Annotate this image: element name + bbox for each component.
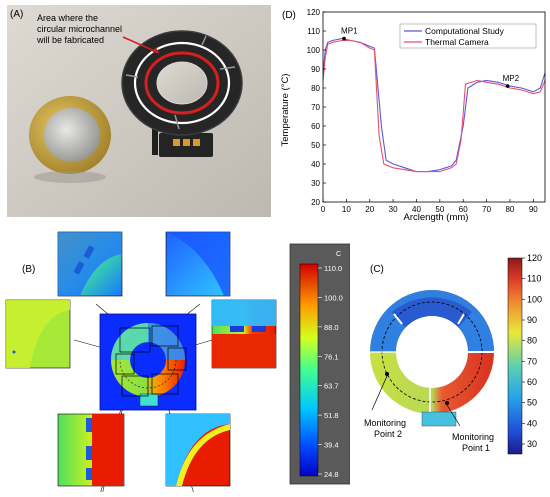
zoom-inset-bottom-left: [57, 413, 125, 487]
y-tick-label: 70: [311, 103, 320, 112]
panel-b: (B): [0, 228, 351, 497]
y-tick-label: 20: [311, 198, 320, 207]
x-tick-label: 40: [412, 205, 421, 214]
colorbar-b-tick-label: 51.8: [324, 411, 339, 420]
x-tick-label: 80: [505, 205, 514, 214]
x-tick-label: 90: [529, 205, 538, 214]
panel-d: (D) MP1 MP2 0 10 20 30 40 50 60 70 80 90 20 30 40 50 60…: [278, 0, 550, 228]
panel-a-annotation: Area where the circular microchannel wil…: [36, 13, 125, 45]
y-tick-label: 50: [311, 141, 320, 150]
temperature-chart: (D) MP1 MP2 0 10 20 30 40 50 60 70 80 90 20 30 40 50 60…: [280, 8, 546, 223]
x-tick-label: 0: [321, 205, 326, 214]
zoom-inset-top-right: [165, 231, 231, 297]
legend: Computational Study Thermal Camera: [399, 23, 537, 49]
colorbar-c-tick-label: 100: [527, 294, 542, 304]
colorbar-b: C 110.0 100.0 88.0 76.1 63.7 51.8 39.4 24.8: [289, 243, 351, 485]
y-tick-label: 90: [311, 65, 320, 74]
annotation-point: [505, 84, 510, 88]
legend-label-thermal: Thermal Camera: [425, 37, 489, 47]
y-tick-label: 120: [307, 8, 321, 17]
colorbar-b-tick-label: 39.4: [324, 441, 339, 450]
panel-a-label: (A): [10, 9, 23, 20]
x-tick-label: 60: [459, 205, 468, 214]
monitoring-point-2-label: Monitoring Point 2: [364, 418, 409, 439]
x-axis-label: Arclength (mm): [404, 212, 469, 223]
panel-a: (A) Area where the circular microchannel…: [7, 5, 271, 217]
colorbar-b-tick-label: 63.7: [324, 382, 339, 391]
center-board: [99, 313, 197, 411]
annotation-point: [342, 36, 346, 41]
zoom-inset-top-left: [57, 231, 123, 297]
x-tick-label: 50: [435, 205, 444, 214]
colorbar-b-tick-label: 24.8: [324, 470, 339, 479]
panel-c-label: (C): [370, 264, 384, 275]
zoom-inset-left: [5, 299, 71, 369]
monitoring-point-1-label: Monitoring Point 1: [452, 432, 497, 453]
panel-b-thermal-map: (B): [5, 231, 351, 497]
x-tick-label: 30: [389, 205, 398, 214]
panel-a-photo: (A) Area where the circular microchannel…: [7, 5, 271, 217]
x-tick-label: 20: [365, 205, 374, 214]
colorbar-c-tick-label: 120: [527, 253, 542, 263]
y-tick-label: 100: [307, 46, 321, 55]
colorbar-c-tick-label: 40: [527, 418, 537, 428]
colorbar-c-tick-label: 30: [527, 439, 537, 449]
colorbar-c-tick-label: 70: [527, 356, 537, 366]
x-tick-label: 70: [482, 205, 491, 214]
colorbar-b-tick-label: 100.0: [324, 293, 343, 302]
series-line-thermal: [322, 39, 546, 173]
thermal-ring: [370, 290, 494, 427]
panel-d-label: (D): [282, 10, 296, 21]
panel-c-ring-map: (C) Monitoring Point 2 Monitoring Point …: [364, 253, 542, 455]
annotation-arrow: [122, 36, 160, 54]
annotation-label: MP2: [503, 74, 520, 83]
annotation-label: MP1: [341, 27, 358, 36]
y-tick-label: 40: [311, 160, 320, 169]
colorbar-c: 120 110 100 90 80 70 60 50 40 30: [507, 253, 542, 455]
y-tick-label: 110: [307, 27, 320, 36]
colorbar-b-tick-label: 76.1: [324, 352, 339, 361]
x-tick-label: 10: [342, 205, 351, 214]
colorbar-b-tick-label: 110.0: [324, 264, 342, 273]
y-tick-label: 30: [311, 179, 320, 188]
zoom-inset-bottom-right: [165, 413, 231, 487]
panel-b-label: (B): [22, 264, 35, 275]
colorbar-b-tick-label: 88.0: [324, 323, 339, 332]
colorbar-b-unit: C: [336, 251, 341, 258]
colorbar-c-tick-label: 80: [527, 336, 537, 346]
pcb-ring: [121, 30, 243, 157]
zoom-inset-right: [211, 299, 277, 369]
series-line-computational: [322, 38, 546, 173]
panel-c: (C) Monitoring Point 2 Monitoring Point …: [352, 228, 550, 492]
colorbar-c-tick-label: 90: [527, 315, 537, 325]
colorbar-c-tick-label: 50: [527, 398, 537, 408]
y-tick-label: 80: [311, 84, 320, 93]
legend-label-computational: Computational Study: [425, 26, 505, 36]
colorbar-c-tick-label: 110: [527, 274, 541, 284]
y-axis-label: Temperature (°C): [280, 74, 291, 147]
colorbar-c-tick-label: 60: [527, 377, 537, 387]
y-tick-label: 60: [311, 122, 320, 131]
coin: [29, 96, 111, 183]
